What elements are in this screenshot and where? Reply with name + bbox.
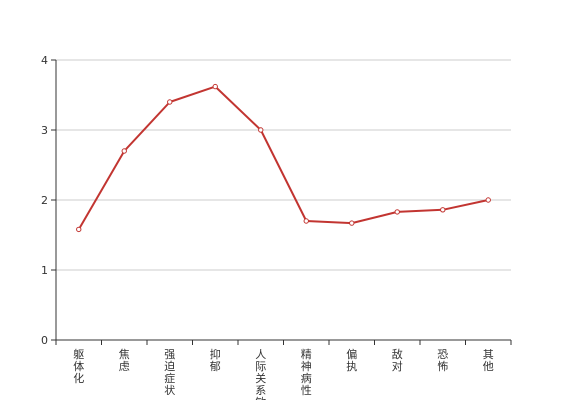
x-tick-label: 恐怖 <box>437 348 448 373</box>
data-point[interactable] <box>394 209 400 215</box>
x-tick-labels: 躯体化 焦虑 强迫症状 抑郁 人际关系敏感 精神病性 偏执 敌对 恐怖 其他 <box>73 347 494 404</box>
data-point[interactable] <box>167 99 173 105</box>
data-point[interactable] <box>76 226 82 233</box>
series-line <box>77 85 489 230</box>
data-point[interactable] <box>349 220 355 226</box>
x-tick-label: 焦虑 <box>119 348 130 373</box>
data-point[interactable] <box>440 207 446 213</box>
data-point[interactable] <box>258 127 264 133</box>
x-tick-label: 其他 <box>483 348 494 373</box>
y-tick-label: 4 <box>41 54 48 67</box>
y-tick-label: 1 <box>41 264 48 277</box>
data-point[interactable] <box>303 218 309 224</box>
data-points <box>76 83 491 233</box>
x-tick-label: 强迫症状 <box>164 348 175 397</box>
x-tick-label: 抑郁 <box>210 347 221 373</box>
x-tick-label: 躯体化 <box>73 348 84 385</box>
y-tick-label: 3 <box>41 124 48 137</box>
data-point[interactable] <box>485 197 491 203</box>
series-line-path <box>77 85 489 230</box>
gridlines <box>56 59 511 271</box>
data-point[interactable] <box>121 148 127 154</box>
x-tick-label: 精神病性 <box>301 348 312 397</box>
axes <box>51 59 512 345</box>
x-tick-label: 敌对 <box>392 347 403 373</box>
data-point[interactable] <box>212 83 218 90</box>
y-tick-label: 0 <box>41 334 48 347</box>
y-tick-label: 2 <box>41 194 48 207</box>
x-tick-label: 人际关系敏感 <box>255 348 266 400</box>
y-tick-labels: 0 1 2 3 4 <box>41 54 48 347</box>
x-tick-label: 偏执 <box>346 347 357 373</box>
